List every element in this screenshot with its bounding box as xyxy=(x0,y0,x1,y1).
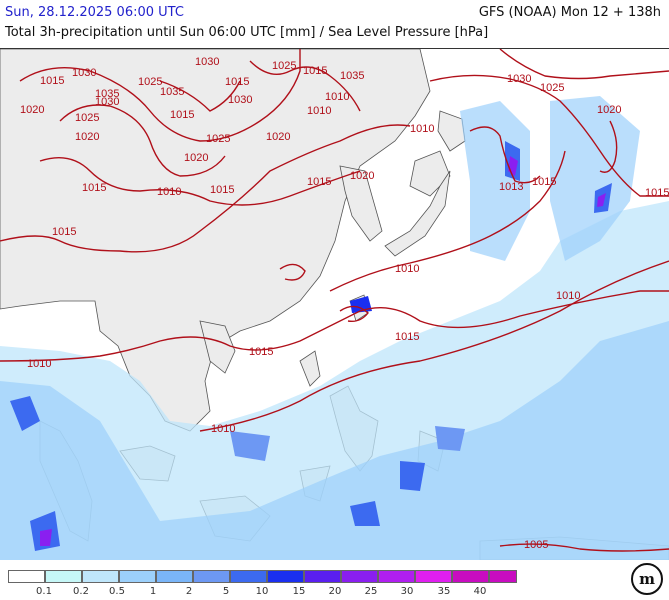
legend-label: 10 xyxy=(255,586,269,597)
legend-swatch xyxy=(267,570,304,583)
product-title: Total 3h-precipitation until Sun 06:00 U… xyxy=(5,25,489,40)
legend-swatch xyxy=(341,570,378,583)
svg-text:1015: 1015 xyxy=(303,65,327,77)
svg-text:1020: 1020 xyxy=(75,131,99,143)
svg-text:1025: 1025 xyxy=(540,82,564,94)
legend-swatch xyxy=(193,570,230,583)
svg-text:1020: 1020 xyxy=(184,152,208,164)
svg-text:1010: 1010 xyxy=(157,186,181,198)
svg-text:1015: 1015 xyxy=(225,76,249,88)
precipitation-field xyxy=(0,96,669,560)
legend-label: 0.1 xyxy=(36,586,52,597)
legend-label: 30 xyxy=(400,586,414,597)
legend-swatch xyxy=(82,570,119,583)
map-header: Sun, 28.12.2025 06:00 UTC GFS (NOAA) Mon… xyxy=(0,0,669,48)
svg-text:1010: 1010 xyxy=(556,290,580,302)
legend-swatch xyxy=(452,570,489,583)
svg-text:1030: 1030 xyxy=(228,94,252,106)
svg-text:1030: 1030 xyxy=(195,56,219,68)
legend-label: 35 xyxy=(437,586,451,597)
svg-text:1015: 1015 xyxy=(395,331,419,343)
legend-label: 20 xyxy=(328,586,342,597)
svg-text:1010: 1010 xyxy=(325,91,349,103)
svg-text:1015: 1015 xyxy=(532,176,556,188)
svg-text:1010: 1010 xyxy=(211,423,235,435)
svg-text:1025: 1025 xyxy=(75,112,99,124)
legend-label: 25 xyxy=(364,586,378,597)
svg-text:1013: 1013 xyxy=(499,181,523,193)
legend-swatch xyxy=(119,570,156,583)
legend-swatch xyxy=(45,570,82,583)
svg-text:1035: 1035 xyxy=(340,70,364,82)
legend-swatch xyxy=(415,570,452,583)
svg-text:1010: 1010 xyxy=(410,123,434,135)
svg-text:1015: 1015 xyxy=(645,187,669,199)
svg-text:1010: 1010 xyxy=(27,358,51,370)
model-run: GFS (NOAA) Mon 12 + 138h xyxy=(478,5,661,20)
svg-text:1015: 1015 xyxy=(307,176,331,188)
legend-label: 0.2 xyxy=(73,586,89,597)
svg-text:1030: 1030 xyxy=(95,96,119,108)
svg-text:1015: 1015 xyxy=(170,109,194,121)
svg-text:1030: 1030 xyxy=(507,73,531,85)
legend-label: 5 xyxy=(222,586,230,597)
legend-swatch xyxy=(156,570,193,583)
valid-time: Sun, 28.12.2025 06:00 UTC xyxy=(5,5,184,20)
svg-text:1025: 1025 xyxy=(272,60,296,72)
svg-text:1020: 1020 xyxy=(266,131,290,143)
isobar-labels: 1030 1025 1015 1035 1015 1025 1030 1015 … xyxy=(20,56,669,551)
legend-swatch xyxy=(378,570,415,583)
legend-swatch xyxy=(489,570,517,583)
isobars xyxy=(0,49,669,552)
legend-label: 15 xyxy=(292,586,306,597)
svg-text:1035: 1035 xyxy=(160,86,184,98)
meteologix-logo[interactable]: m xyxy=(631,563,663,595)
svg-text:1030: 1030 xyxy=(72,67,96,79)
svg-text:1020: 1020 xyxy=(350,170,374,182)
svg-text:1010: 1010 xyxy=(307,105,331,117)
svg-text:1015: 1015 xyxy=(82,182,106,194)
svg-text:1015: 1015 xyxy=(210,184,234,196)
svg-text:1020: 1020 xyxy=(20,104,44,116)
svg-text:1005: 1005 xyxy=(524,539,548,551)
svg-text:1035: 1035 xyxy=(95,88,119,100)
svg-text:1010: 1010 xyxy=(395,263,419,275)
svg-text:1015: 1015 xyxy=(52,226,76,238)
svg-text:1025: 1025 xyxy=(138,76,162,88)
legend-swatch xyxy=(304,570,341,583)
svg-text:1015: 1015 xyxy=(40,75,64,87)
legend-label: 0.5 xyxy=(109,586,125,597)
svg-text:1025: 1025 xyxy=(206,133,230,145)
legend-swatch xyxy=(8,570,45,583)
precipitation-legend: 0.1 0.2 0.5 1 2 5 10 15 20 25 30 35 40 m xyxy=(0,560,669,600)
svg-text:1015: 1015 xyxy=(249,346,273,358)
legend-label: 40 xyxy=(473,586,487,597)
legend-label: 2 xyxy=(185,586,193,597)
legend-label: 1 xyxy=(149,586,157,597)
svg-text:1020: 1020 xyxy=(597,104,621,116)
legend-swatch xyxy=(230,570,267,583)
weather-map[interactable]: 1030 1025 1015 1035 1015 1025 1030 1015 … xyxy=(0,48,669,561)
